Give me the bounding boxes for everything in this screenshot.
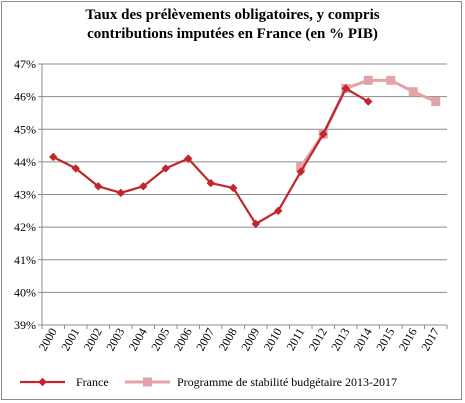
x-tick-label: 2002 [81, 326, 105, 354]
x-tick-label: 2014 [351, 326, 375, 354]
chart-title-line-2: contributions imputées en France (en % P… [87, 26, 378, 42]
data-point [251, 219, 260, 229]
data-point [71, 164, 80, 173]
data-point [296, 167, 305, 176]
data-point [184, 154, 193, 163]
x-tick-label: 2012 [306, 326, 330, 354]
data-point [94, 182, 103, 191]
chart-title: Taux des prélèvements obligatoires, y co… [0, 6, 465, 44]
y-tick-label: 45% [14, 122, 36, 136]
x-tick-labels: 2000200120022003200420052006200720082009… [36, 326, 443, 354]
x-tick-label: 2011 [283, 326, 307, 353]
data-point [364, 97, 373, 106]
x-tick-label: 2008 [216, 326, 240, 354]
data-point [49, 152, 58, 162]
data-point [296, 162, 306, 172]
x-tick-label: 2015 [373, 326, 397, 354]
data-point [408, 87, 418, 97]
legend-item-france: France [20, 375, 109, 389]
y-tick-label: 46% [14, 90, 36, 104]
legend-marker [38, 377, 47, 387]
legend: France Programme de stabilité budgétaire … [20, 375, 397, 389]
series-france [49, 84, 373, 229]
legend-item-programme: Programme de stabilité budgétaire 2013-2… [125, 375, 397, 389]
data-point [431, 97, 441, 107]
data-point [206, 178, 215, 188]
gridlines [42, 63, 447, 293]
data-point [363, 75, 373, 85]
series-line [52, 87, 369, 225]
x-tick-label: 2016 [396, 326, 420, 354]
y-tick-label: 47% [14, 57, 36, 71]
data-point [341, 84, 350, 93]
y-tick-label: 41% [14, 253, 36, 267]
data-point [161, 164, 170, 173]
legend-label: Programme de stabilité budgétaire 2013-2… [177, 375, 397, 389]
y-tick-label: 42% [14, 220, 36, 234]
x-tick-label: 2001 [58, 326, 82, 354]
data-point [386, 75, 396, 85]
x-tick-label: 2017 [418, 326, 442, 354]
x-tick-label: 2007 [193, 326, 217, 354]
data-point [139, 182, 148, 191]
y-tick-label: 40% [14, 285, 36, 299]
x-tick-label: 2003 [103, 326, 127, 354]
y-tick-label: 39% [14, 318, 36, 332]
axes [38, 63, 448, 329]
legend-marker [143, 377, 152, 387]
data-point [116, 188, 125, 198]
x-tick-label: 2004 [126, 326, 150, 354]
data-point [229, 183, 238, 193]
x-tick-label: 2009 [238, 326, 262, 354]
y-tick-labels: 39% 40% 41% 42% 43% 44% 45% 46% 47% [14, 57, 36, 332]
x-tick-label: 2013 [328, 326, 352, 354]
series [49, 75, 441, 229]
data-point [319, 129, 328, 139]
x-tick-label: 2010 [261, 326, 285, 354]
y-tick-label: 44% [14, 155, 36, 169]
x-tick-label: 2000 [36, 326, 60, 354]
data-point [274, 206, 283, 216]
series-programme [296, 75, 441, 172]
legend-label: France [76, 375, 109, 389]
x-tick-label: 2005 [148, 326, 172, 354]
chart-title-line-1: Taux des prélèvements obligatoires, y co… [85, 7, 380, 23]
y-tick-label: 43% [14, 188, 36, 202]
x-tick-label: 2006 [171, 326, 195, 354]
